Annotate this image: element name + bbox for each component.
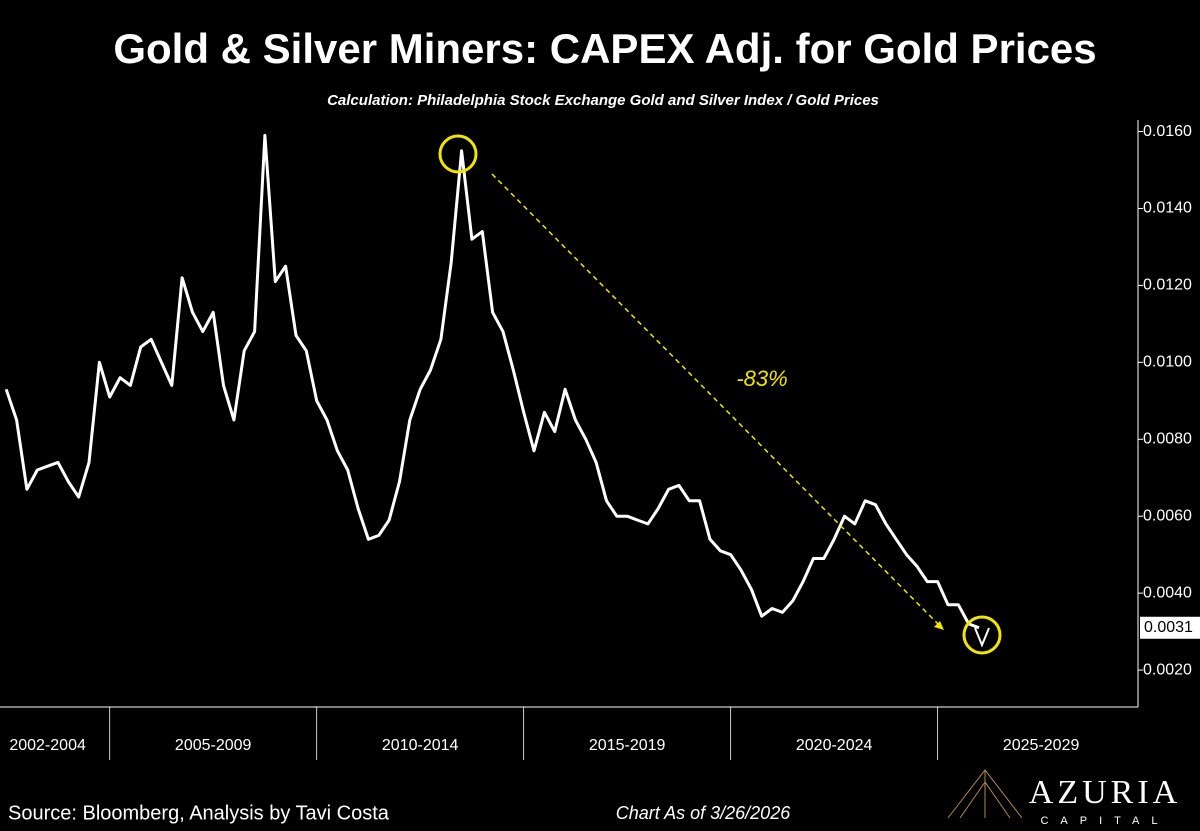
last-value-label: 0.0031 [1144,619,1193,636]
x-tick-label: 2025-2029 [1003,737,1080,754]
logo-mark [947,769,1023,819]
data-line [4,133,980,630]
arrow-head [934,621,944,630]
x-tick-label: 2015-2019 [589,737,666,754]
x-tick-label: 2005-2009 [175,737,252,754]
chart-title: Gold & Silver Miners: CAPEX Adj. for Gol… [113,25,1096,72]
y-tick-label: 0.0160 [1143,123,1192,140]
y-tick-label: 0.0140 [1143,200,1192,217]
logo-name: AZURIA [1029,774,1181,811]
annotation: -83% [736,366,787,391]
highlight-circle [962,615,1002,655]
as-of: Chart As of 3/26/2026 [616,803,791,823]
x-tick-label: 2010-2014 [382,737,459,754]
y-tick-label: 0.0040 [1143,584,1192,601]
trend-arrow [491,173,941,627]
highlight-circle [438,134,478,174]
plot-area: 0.0020 0.0040 0.0060 0.0080 0.0100 0.0120 0.01… [0,120,1200,760]
x-tick-label: 2020-2024 [796,737,873,754]
end-marker [974,627,990,648]
x-tick-label: 2002-2004 [9,737,86,754]
chart-subtitle: Calculation: Philadelphia Stock Exchange… [327,92,879,109]
last-value-box [1140,616,1200,639]
source: Source: Bloomberg, Analysis by Tavi Cost… [8,802,390,824]
y-tick-label: 0.0120 [1143,277,1192,294]
y-tick-label: 0.0100 [1143,354,1192,371]
y-tick-label: 0.0020 [1143,661,1192,678]
y-tick-label: 0.0060 [1143,507,1192,524]
y-tick-label: 0.0080 [1143,430,1192,447]
logo-tagline: CAPITAL [1040,815,1169,827]
